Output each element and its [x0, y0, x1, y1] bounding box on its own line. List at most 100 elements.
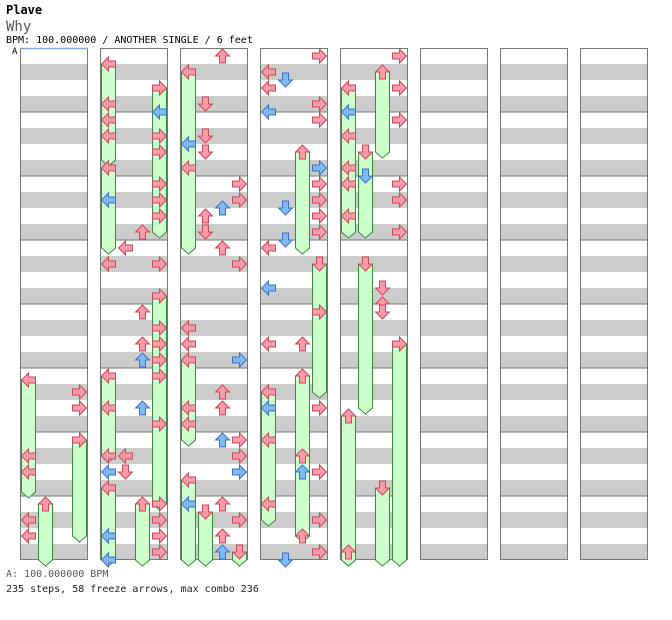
beat-band: [340, 464, 408, 480]
step-arrow: [20, 527, 36, 545]
step-arrow: [180, 495, 196, 513]
beat-band: [100, 544, 168, 560]
beat-band: [420, 96, 488, 112]
beat-band: [260, 416, 328, 432]
beat-band: [260, 112, 328, 128]
freeze-arrow: [295, 455, 310, 543]
beat-band: [180, 128, 248, 144]
beat-band: [500, 432, 568, 448]
step-arrow: [232, 351, 248, 369]
beat-band: [180, 96, 248, 112]
beat-band: [100, 496, 168, 512]
beat-band: [20, 256, 88, 272]
step-arrow: [214, 384, 231, 400]
beat-band: [420, 464, 488, 480]
artist-title: Plave: [6, 3, 43, 17]
beat-band: [20, 240, 88, 256]
beat-band: [260, 352, 328, 368]
beat-band: [20, 272, 88, 288]
beat-band: [420, 192, 488, 208]
beat-band: [20, 288, 88, 304]
beat-band: [340, 256, 408, 272]
beat-band: [180, 80, 248, 96]
freeze-arrow: [181, 71, 196, 223]
beat-band: [340, 48, 408, 64]
step-arrow: [180, 63, 196, 81]
beat-band: [580, 224, 648, 240]
step-arrow: [312, 303, 328, 321]
beat-band: [100, 272, 168, 288]
freeze-arrow: [181, 167, 196, 255]
freeze-arrow: [312, 263, 327, 399]
step-arrow: [294, 144, 311, 160]
step-arrow: [214, 432, 231, 448]
beat-band: [500, 528, 568, 544]
step-arrow: [152, 415, 168, 433]
beat-band: [340, 432, 408, 448]
beat-band: [340, 192, 408, 208]
beat-band: [340, 224, 408, 240]
beat-band: [20, 112, 88, 128]
column-border: [420, 48, 488, 560]
step-arrow: [294, 528, 311, 544]
beat-band: [260, 256, 328, 272]
beat-band: [420, 208, 488, 224]
step-arrow: [392, 335, 408, 353]
beat-band: [180, 48, 248, 64]
step-arrow: [294, 368, 311, 384]
step-arrow: [152, 255, 168, 273]
freeze-arrow: [72, 439, 87, 543]
beat-band: [580, 336, 648, 352]
beat-band: [500, 80, 568, 96]
step-arrow: [72, 399, 88, 417]
step-arrow: [312, 159, 328, 177]
step-arrow: [152, 319, 168, 337]
beat-band: [260, 464, 328, 480]
step-arrow: [392, 191, 408, 209]
beat-band: [420, 176, 488, 192]
step-arrow: [277, 200, 294, 216]
step-arrow: [214, 240, 231, 256]
chart-column-1: [20, 48, 88, 560]
beat-band: [340, 416, 408, 432]
beat-band: [340, 336, 408, 352]
step-arrow: [134, 304, 151, 320]
step-arrow: [20, 511, 36, 529]
step-arrow: [134, 496, 151, 512]
beat-band: [260, 224, 328, 240]
step-arrow: [197, 96, 214, 112]
beat-band: [340, 384, 408, 400]
freeze-arrow: [101, 487, 116, 567]
beat-band: [420, 80, 488, 96]
beat-band: [420, 528, 488, 544]
step-arrow: [152, 543, 168, 561]
beat-band: [260, 160, 328, 176]
step-arrow: [357, 144, 374, 160]
beat-band: [500, 256, 568, 272]
beat-band: [420, 400, 488, 416]
beat-band: [20, 176, 88, 192]
beat-band: [20, 96, 88, 112]
step-arrow: [180, 415, 196, 433]
chart-column-6: [420, 48, 488, 560]
freeze-arrow: [232, 551, 247, 567]
beat-band: [260, 80, 328, 96]
beat-band: [580, 176, 648, 192]
beat-band: [340, 176, 408, 192]
freeze-arrow: [152, 295, 167, 383]
beat-band: [580, 512, 648, 528]
beat-band: [340, 512, 408, 528]
beat-band: [340, 144, 408, 160]
beat-band: [340, 320, 408, 336]
step-arrow: [214, 528, 231, 544]
beat-band: [20, 432, 88, 448]
freeze-arrow: [21, 379, 36, 499]
beat-band: [500, 496, 568, 512]
beat-band: [260, 240, 328, 256]
step-arrow: [312, 47, 328, 65]
step-arrow: [340, 175, 356, 193]
beat-band: [340, 448, 408, 464]
beat-band: [500, 224, 568, 240]
beat-band: [580, 128, 648, 144]
step-arrow: [312, 207, 328, 225]
